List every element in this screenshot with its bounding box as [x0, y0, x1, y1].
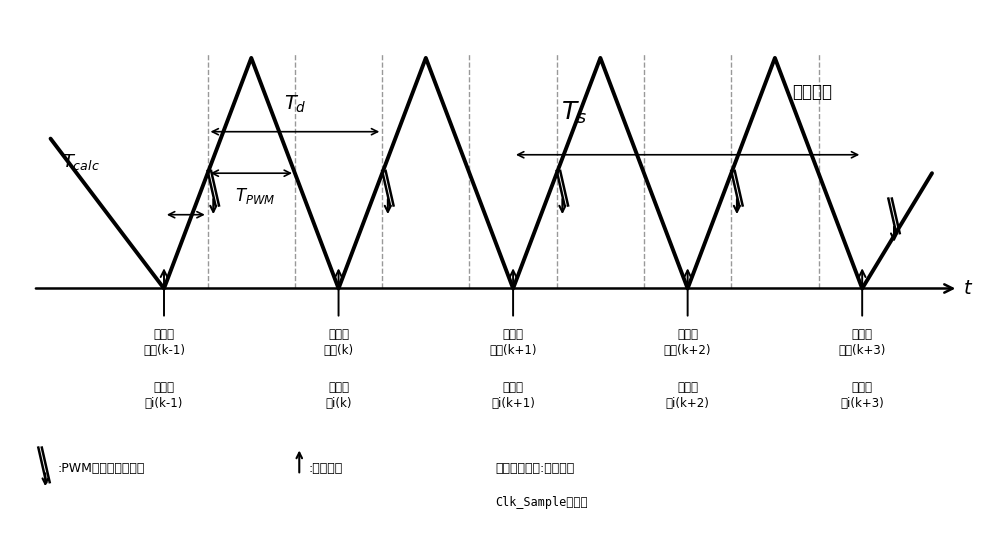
Text: 计算时
刺i(k+2): 计算时 刺i(k+2): [666, 381, 710, 410]
Text: 计算时
刺i(k+3): 计算时 刺i(k+3): [840, 381, 884, 410]
Text: 占空比
更新(k+1): 占空比 更新(k+1): [489, 328, 537, 357]
Text: 占空比
更新(k+3): 占空比 更新(k+3): [838, 328, 886, 357]
Text: $T_d$: $T_d$: [284, 94, 306, 115]
Text: 占空比
更新(k): 占空比 更新(k): [323, 328, 354, 357]
Text: $T_{calc}$: $T_{calc}$: [62, 152, 100, 172]
Text: :PWM占空比更新时刻: :PWM占空比更新时刻: [58, 462, 145, 475]
Text: $T_{PWM}$: $T_{PWM}$: [235, 187, 276, 206]
Text: $t$: $t$: [963, 279, 973, 298]
Text: 计算时
刺i(k+1): 计算时 刺i(k+1): [491, 381, 535, 410]
Text: 三角载波: 三角载波: [792, 84, 832, 102]
Text: 占空比
更新(k+2): 占空比 更新(k+2): [664, 328, 711, 357]
Text: 计算时
刺i(k-1): 计算时 刺i(k-1): [145, 381, 183, 410]
Text: Clk_Sample上升沿: Clk_Sample上升沿: [496, 497, 588, 509]
Text: 计算时
刺i(k): 计算时 刺i(k): [325, 381, 352, 410]
Text: $T_s$: $T_s$: [561, 100, 587, 126]
Text: 电流采样时刻:采样时钟: 电流采样时刻:采样时钟: [496, 462, 575, 475]
Text: 占空比
更新(k-1): 占空比 更新(k-1): [143, 328, 185, 357]
Text: :计算时刻: :计算时刻: [308, 462, 342, 475]
